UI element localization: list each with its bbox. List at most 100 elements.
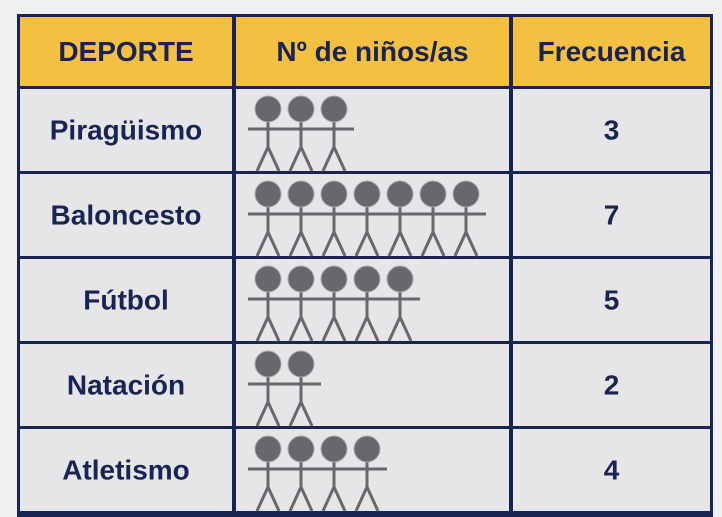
icon-leg: [299, 401, 314, 427]
frequency: 2: [604, 369, 620, 400]
person-icon: [314, 95, 354, 172]
person-icon: [281, 265, 321, 342]
frequency: 5: [604, 284, 620, 315]
header-text: Nº de niños/as: [276, 36, 468, 67]
icon-leg: [365, 486, 380, 512]
icon-head: [287, 350, 315, 378]
icon-leg: [266, 486, 281, 512]
header-cell: [236, 17, 509, 86]
person-icon: [281, 435, 321, 512]
icon-leg: [299, 146, 314, 172]
icon-leg: [255, 486, 270, 512]
icon-leg: [365, 231, 380, 257]
icon-head: [254, 180, 282, 208]
icon-leg: [321, 231, 336, 257]
icon-leg: [464, 231, 479, 257]
icon-leg: [288, 486, 303, 512]
person-icon: [380, 265, 420, 342]
person-icon: [248, 350, 288, 427]
icon-leg: [354, 231, 369, 257]
icon-leg: [332, 316, 347, 342]
frequency: 3: [604, 114, 620, 145]
icon-leg: [354, 316, 369, 342]
icon-leg: [420, 231, 435, 257]
sport-name: Baloncesto: [51, 199, 202, 230]
icon-leg: [288, 146, 303, 172]
cell: [20, 89, 232, 171]
icon-head: [287, 265, 315, 293]
icon-head: [386, 265, 414, 293]
person-icon: [413, 180, 453, 257]
icon-leg: [354, 486, 369, 512]
icon-leg: [365, 316, 380, 342]
icon-head: [254, 95, 282, 123]
frequency: 7: [604, 199, 620, 230]
cell: [513, 344, 710, 426]
person-icon: [347, 435, 387, 512]
cell: [20, 259, 232, 341]
sport-name: Piragüismo: [50, 114, 202, 145]
sport-name: Natación: [67, 369, 185, 400]
icon-leg: [398, 316, 413, 342]
icon-leg: [398, 231, 413, 257]
cell: [513, 174, 710, 256]
person-icon: [380, 180, 420, 257]
icon-head: [320, 95, 348, 123]
icon-head: [287, 95, 315, 123]
header-cell: [20, 17, 232, 86]
cell: [20, 174, 232, 256]
icon-leg: [288, 401, 303, 427]
person-icon: [248, 180, 288, 257]
person-icon: [314, 435, 354, 512]
icon-leg: [332, 231, 347, 257]
icon-leg: [453, 231, 468, 257]
icon-leg: [332, 146, 347, 172]
icon-leg: [266, 146, 281, 172]
icon-leg: [321, 486, 336, 512]
icon-head: [254, 265, 282, 293]
icon-head: [320, 265, 348, 293]
icon-head: [386, 180, 414, 208]
cell: [513, 259, 710, 341]
sport-name: Fútbol: [83, 284, 169, 315]
icon-leg: [266, 401, 281, 427]
header-cell: [513, 17, 710, 86]
cell: [513, 429, 710, 511]
icon-head: [320, 435, 348, 463]
icon-head: [353, 180, 381, 208]
person-icon: [281, 95, 321, 172]
icon-leg: [321, 146, 336, 172]
icon-head: [353, 265, 381, 293]
cell: [513, 89, 710, 171]
icon-leg: [431, 231, 446, 257]
person-icon: [281, 350, 321, 427]
icon-leg: [387, 316, 402, 342]
icon-leg: [255, 401, 270, 427]
icon-head: [254, 350, 282, 378]
icon-leg: [266, 316, 281, 342]
icon-head: [287, 180, 315, 208]
icon-head: [287, 435, 315, 463]
icon-head: [419, 180, 447, 208]
header-text: DEPORTE: [58, 36, 193, 67]
frequency: 4: [604, 454, 620, 485]
icon-leg: [387, 231, 402, 257]
icon-head: [353, 435, 381, 463]
icon-leg: [255, 231, 270, 257]
icon-leg: [299, 316, 314, 342]
icon-leg: [288, 231, 303, 257]
icon-leg: [255, 146, 270, 172]
sport-name: Atletismo: [62, 454, 190, 485]
icon-leg: [332, 486, 347, 512]
cell: [20, 344, 232, 426]
icon-leg: [321, 316, 336, 342]
icon-head: [452, 180, 480, 208]
cell: [20, 429, 232, 511]
icon-leg: [255, 316, 270, 342]
icon-head: [254, 435, 282, 463]
icon-leg: [288, 316, 303, 342]
person-icon: [314, 265, 354, 342]
icon-leg: [299, 486, 314, 512]
